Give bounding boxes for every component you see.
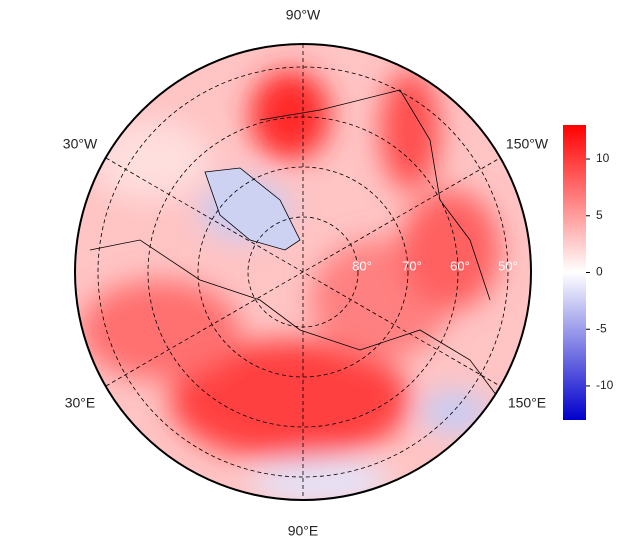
meridian-label: 90°E — [288, 523, 319, 539]
colorbar-tick-label: 10 — [596, 151, 610, 165]
latitude-label: 80° — [352, 258, 372, 273]
colorbar-tick-label: -5 — [596, 321, 607, 335]
latitude-label: 50° — [498, 258, 518, 273]
latitude-label: 60° — [450, 258, 470, 273]
meridian-label: 30°E — [65, 395, 96, 411]
meridian-label: 150°W — [506, 136, 549, 152]
meridian-label: 90°W — [286, 7, 321, 23]
colorbar — [563, 125, 586, 420]
meridian-label: 150°E — [508, 395, 546, 411]
map-border — [74, 43, 532, 501]
colorbar-tick-label: 5 — [596, 208, 603, 222]
colorbar-tick-label: -10 — [596, 378, 614, 392]
meridian-label: 30°W — [63, 136, 98, 152]
colorbar-tick-label: 0 — [596, 265, 603, 279]
latitude-label: 70° — [402, 258, 422, 273]
field — [75, 44, 531, 500]
graticule — [97, 44, 509, 500]
